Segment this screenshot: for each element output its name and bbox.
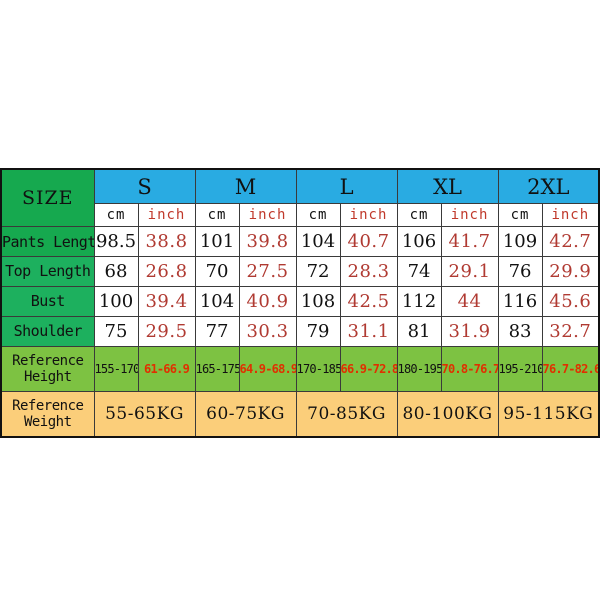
cell-pants-length-l-cm: 104 xyxy=(295,226,341,258)
row-label-top-length: Top Length xyxy=(0,256,95,287)
unit-cm-2xl: cm xyxy=(497,203,543,228)
cell-bust-m-inch: 40.9 xyxy=(238,285,297,317)
cell-height-l-inch: 66.9-72.8 xyxy=(339,345,398,392)
cell-bust-2xl-inch: 45.6 xyxy=(541,285,600,317)
cell-top-length-m-inch: 27.5 xyxy=(238,256,297,287)
cell-height-2xl-cm: 195-210 xyxy=(497,345,543,392)
cell-bust-l-inch: 42.5 xyxy=(339,285,398,317)
size-header-m: M xyxy=(194,168,297,205)
row-label-bust: Bust xyxy=(0,285,95,317)
cell-weight-2xl: 95-115KG xyxy=(497,390,600,438)
cell-pants-length-s-cm: 98.5 xyxy=(93,226,139,258)
cell-height-m-cm: 165-175 xyxy=(194,345,240,392)
cell-height-xl-cm: 180-195 xyxy=(396,345,442,392)
table-row-reference-weight: Reference Weight 55-65KG 60-75KG 70-85KG… xyxy=(0,390,600,438)
cell-shoulder-xl-inch: 31.9 xyxy=(440,315,499,347)
cell-top-length-s-inch: 26.8 xyxy=(137,256,196,287)
row-label-shoulder: Shoulder xyxy=(0,315,95,347)
cell-height-xl-inch: 70.8-76.7 xyxy=(440,345,499,392)
unit-cm-l: cm xyxy=(295,203,341,228)
cell-pants-length-2xl-cm: 109 xyxy=(497,226,543,258)
cell-top-length-2xl-inch: 29.9 xyxy=(541,256,600,287)
cell-top-length-xl-cm: 74 xyxy=(396,256,442,287)
row-label-pants-length: Pants Length xyxy=(0,226,95,258)
cell-top-length-xl-inch: 29.1 xyxy=(440,256,499,287)
table-row: Top Length 68 26.8 70 27.5 72 28.3 74 29… xyxy=(0,256,600,287)
cell-shoulder-2xl-inch: 32.7 xyxy=(541,315,600,347)
size-corner-label: SIZE xyxy=(0,168,95,228)
cell-weight-m: 60-75KG xyxy=(194,390,297,438)
cell-pants-length-xl-cm: 106 xyxy=(396,226,442,258)
table-row: Bust 100 39.4 104 40.9 108 42.5 112 44 1… xyxy=(0,285,600,317)
cell-height-2xl-inch: 76.7-82.6 xyxy=(541,345,600,392)
cell-pants-length-m-inch: 39.8 xyxy=(238,226,297,258)
unit-inch-s: inch xyxy=(137,203,196,228)
cell-height-s-inch: 61-66.9 xyxy=(137,345,196,392)
cell-weight-xl: 80-100KG xyxy=(396,390,499,438)
cell-top-length-l-inch: 28.3 xyxy=(339,256,398,287)
cell-pants-length-m-cm: 101 xyxy=(194,226,240,258)
cell-top-length-l-cm: 72 xyxy=(295,256,341,287)
cell-weight-l: 70-85KG xyxy=(295,390,398,438)
cell-weight-s: 55-65KG xyxy=(93,390,196,438)
cell-shoulder-s-inch: 29.5 xyxy=(137,315,196,347)
unit-inch-2xl: inch xyxy=(541,203,600,228)
cell-bust-xl-cm: 112 xyxy=(396,285,442,317)
table-row-reference-height: Reference Height 155-170 61-66.9 165-175… xyxy=(0,345,600,392)
size-header-l: L xyxy=(295,168,398,205)
cell-height-m-inch: 64.9-68.9 xyxy=(238,345,297,392)
unit-inch-l: inch xyxy=(339,203,398,228)
table-unit-row: cm inch cm inch cm inch cm inch cm inch xyxy=(1,203,600,228)
row-label-reference-height: Reference Height xyxy=(0,345,95,392)
cell-bust-xl-inch: 44 xyxy=(440,285,499,317)
cell-bust-2xl-cm: 116 xyxy=(497,285,543,317)
cell-top-length-s-cm: 68 xyxy=(93,256,139,287)
cell-pants-length-l-inch: 40.7 xyxy=(339,226,398,258)
cell-height-l-cm: 170-185 xyxy=(295,345,341,392)
row-label-reference-weight: Reference Weight xyxy=(0,390,95,438)
cell-pants-length-2xl-inch: 42.7 xyxy=(541,226,600,258)
cell-bust-s-cm: 100 xyxy=(93,285,139,317)
cell-pants-length-s-inch: 38.8 xyxy=(137,226,196,258)
reference-height-label-line2: Height xyxy=(23,368,72,385)
cell-shoulder-s-cm: 75 xyxy=(93,315,139,347)
reference-height-label-line1: Reference xyxy=(12,352,84,369)
cell-shoulder-l-cm: 79 xyxy=(295,315,341,347)
size-header-s: S xyxy=(93,168,196,205)
unit-cm-xl: cm xyxy=(396,203,442,228)
table-row: Pants Length 98.5 38.8 101 39.8 104 40.7… xyxy=(0,226,600,258)
cell-top-length-2xl-cm: 76 xyxy=(497,256,543,287)
size-header-xl: XL xyxy=(396,168,499,205)
cell-shoulder-m-inch: 30.3 xyxy=(238,315,297,347)
size-chart-container: SIZE S M L XL 2XL cm inch cm inch cm inc… xyxy=(0,168,600,438)
cell-shoulder-m-cm: 77 xyxy=(194,315,240,347)
cell-bust-l-cm: 108 xyxy=(295,285,341,317)
cell-shoulder-2xl-cm: 83 xyxy=(497,315,543,347)
reference-weight-label-line1: Reference xyxy=(12,397,84,414)
cell-top-length-m-cm: 70 xyxy=(194,256,240,287)
cell-pants-length-xl-inch: 41.7 xyxy=(440,226,499,258)
size-chart-table: SIZE S M L XL 2XL cm inch cm inch cm inc… xyxy=(0,168,600,438)
cell-bust-s-inch: 39.4 xyxy=(137,285,196,317)
unit-inch-xl: inch xyxy=(440,203,499,228)
cell-shoulder-xl-cm: 81 xyxy=(396,315,442,347)
unit-cm-m: cm xyxy=(194,203,240,228)
cell-bust-m-cm: 104 xyxy=(194,285,240,317)
size-header-2xl: 2XL xyxy=(497,168,600,205)
table-header-row: SIZE S M L XL 2XL xyxy=(0,168,600,228)
reference-weight-label-line2: Weight xyxy=(23,413,72,430)
cell-height-s-cm: 155-170 xyxy=(93,345,139,392)
unit-cm-s: cm xyxy=(93,203,139,228)
unit-inch-m: inch xyxy=(238,203,297,228)
table-row: Shoulder 75 29.5 77 30.3 79 31.1 81 31.9… xyxy=(0,315,600,347)
cell-shoulder-l-inch: 31.1 xyxy=(339,315,398,347)
